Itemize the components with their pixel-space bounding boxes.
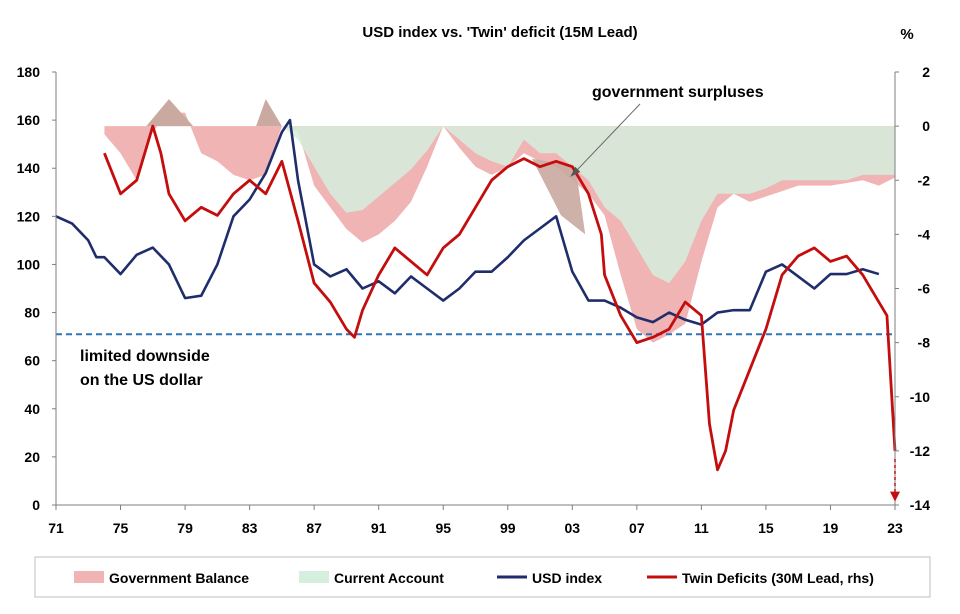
legend: Government Balance Current Account USD ind… xyxy=(34,556,931,598)
area-surplus-2000s xyxy=(531,158,586,235)
left-tick-label: 60 xyxy=(24,353,40,369)
right-tick-label: -4 xyxy=(918,226,931,242)
x-tick-label: 99 xyxy=(500,520,516,536)
legend-swatch-government-balance xyxy=(74,571,104,583)
legend-label-usd-index: USD index xyxy=(532,570,602,586)
annotation-pointer-head xyxy=(570,166,581,177)
annotation-government-surpluses: government surpluses xyxy=(592,84,764,101)
left-tick-label: 80 xyxy=(24,305,40,321)
right-tick-label: -6 xyxy=(918,281,931,297)
right-tick-label: -12 xyxy=(910,443,930,459)
left-tick-label: 140 xyxy=(17,160,41,176)
annotations: government surpluses limited downside on t… xyxy=(80,84,900,502)
x-tick-label: 19 xyxy=(823,520,839,536)
area-current-account xyxy=(104,126,895,284)
x-tick-label: 23 xyxy=(887,520,903,536)
area-surplus-1 xyxy=(146,99,194,127)
right-axis-unit: % xyxy=(900,26,913,43)
x-tick-label: 07 xyxy=(629,520,645,536)
x-tick-label: 87 xyxy=(306,520,322,536)
right-tick-label: -14 xyxy=(910,497,930,513)
x-tick-label: 03 xyxy=(565,520,581,536)
right-tick-label: -2 xyxy=(918,172,931,188)
x-tick-label: 11 xyxy=(694,520,709,536)
annotation-limited-downside-line2: on the US dollar xyxy=(80,372,203,389)
x-tick-label: 83 xyxy=(242,520,258,536)
x-tick-label: 95 xyxy=(435,520,451,536)
x-tick-label: 75 xyxy=(113,520,129,536)
left-tick-label: 160 xyxy=(17,112,41,128)
area-surplus-2 xyxy=(256,99,282,127)
left-tick-label: 20 xyxy=(24,449,40,465)
x-tick-label: 91 xyxy=(371,520,387,536)
left-tick-label: 180 xyxy=(17,64,41,80)
legend-box xyxy=(34,556,931,598)
left-tick-label: 120 xyxy=(17,208,41,224)
area-layer xyxy=(104,99,895,343)
right-tick-label: 0 xyxy=(922,118,930,134)
line-layer xyxy=(55,118,897,472)
legend-label-current-account: Current Account xyxy=(334,570,444,586)
line-twin-deficits xyxy=(103,124,897,472)
legend-label-government-balance: Government Balance xyxy=(109,570,249,586)
legend-swatch-current-account xyxy=(299,571,329,583)
right-tick-label: -10 xyxy=(910,389,930,405)
axes: 020406080100120140160180-14-12-10-8-6-4-… xyxy=(17,64,931,536)
left-tick-label: 0 xyxy=(32,497,40,513)
legend-label-twin-deficits-30m-lead-rhs: Twin Deficits (30M Lead, rhs) xyxy=(682,570,874,586)
left-tick-label: 40 xyxy=(24,401,40,417)
left-tick-label: 100 xyxy=(17,256,41,272)
x-tick-label: 79 xyxy=(177,520,193,536)
annotation-pointer xyxy=(575,103,641,172)
chart-title: USD index vs. 'Twin' deficit (15M Lead) xyxy=(362,24,637,41)
right-tick-label: -8 xyxy=(918,335,931,351)
x-tick-label: 15 xyxy=(758,520,774,536)
twin-arrow-head xyxy=(890,491,900,502)
annotation-limited-downside-line1: limited downside xyxy=(80,348,210,365)
right-tick-label: 2 xyxy=(922,64,930,80)
x-tick-label: 71 xyxy=(48,520,64,536)
line-usd-index xyxy=(55,118,880,326)
